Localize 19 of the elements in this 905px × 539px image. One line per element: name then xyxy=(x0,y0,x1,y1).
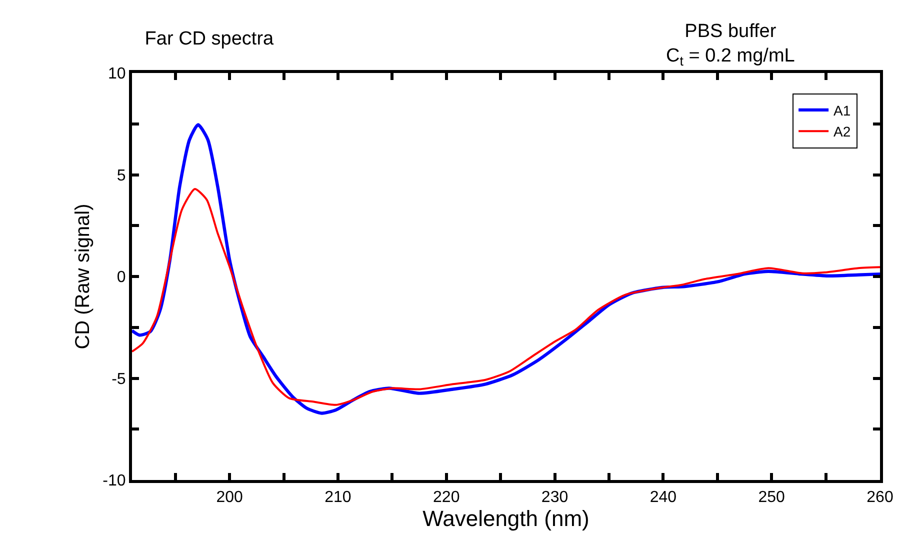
chart-title: Far CD spectra xyxy=(144,28,274,50)
line-series xyxy=(132,188,880,406)
y-axis-title: CD (Raw signal) xyxy=(72,204,94,350)
legend-label: A1 xyxy=(834,102,851,118)
y-tick-label: 10 xyxy=(108,66,126,83)
x-tick-label: 260 xyxy=(866,489,894,506)
y-tick-label: 5 xyxy=(116,167,126,184)
y-tick-label: -10 xyxy=(102,472,126,490)
x-tick-label: 240 xyxy=(650,489,677,506)
legend-label: A2 xyxy=(834,124,851,140)
x-tick-label: 250 xyxy=(758,489,786,506)
x-tick-label: 230 xyxy=(541,489,568,506)
x-tick-label: 200 xyxy=(216,489,244,506)
x-axis-title: Wavelength (nm) xyxy=(422,506,590,532)
text: PBS buffer C$_{t}$ = 0.2 mg/mL xyxy=(666,21,795,69)
x-tick-label: 210 xyxy=(324,489,352,506)
x-tick-label: 220 xyxy=(433,489,460,506)
y-tick-label: -5 xyxy=(112,370,126,388)
y-tick-label: 0 xyxy=(116,269,126,286)
